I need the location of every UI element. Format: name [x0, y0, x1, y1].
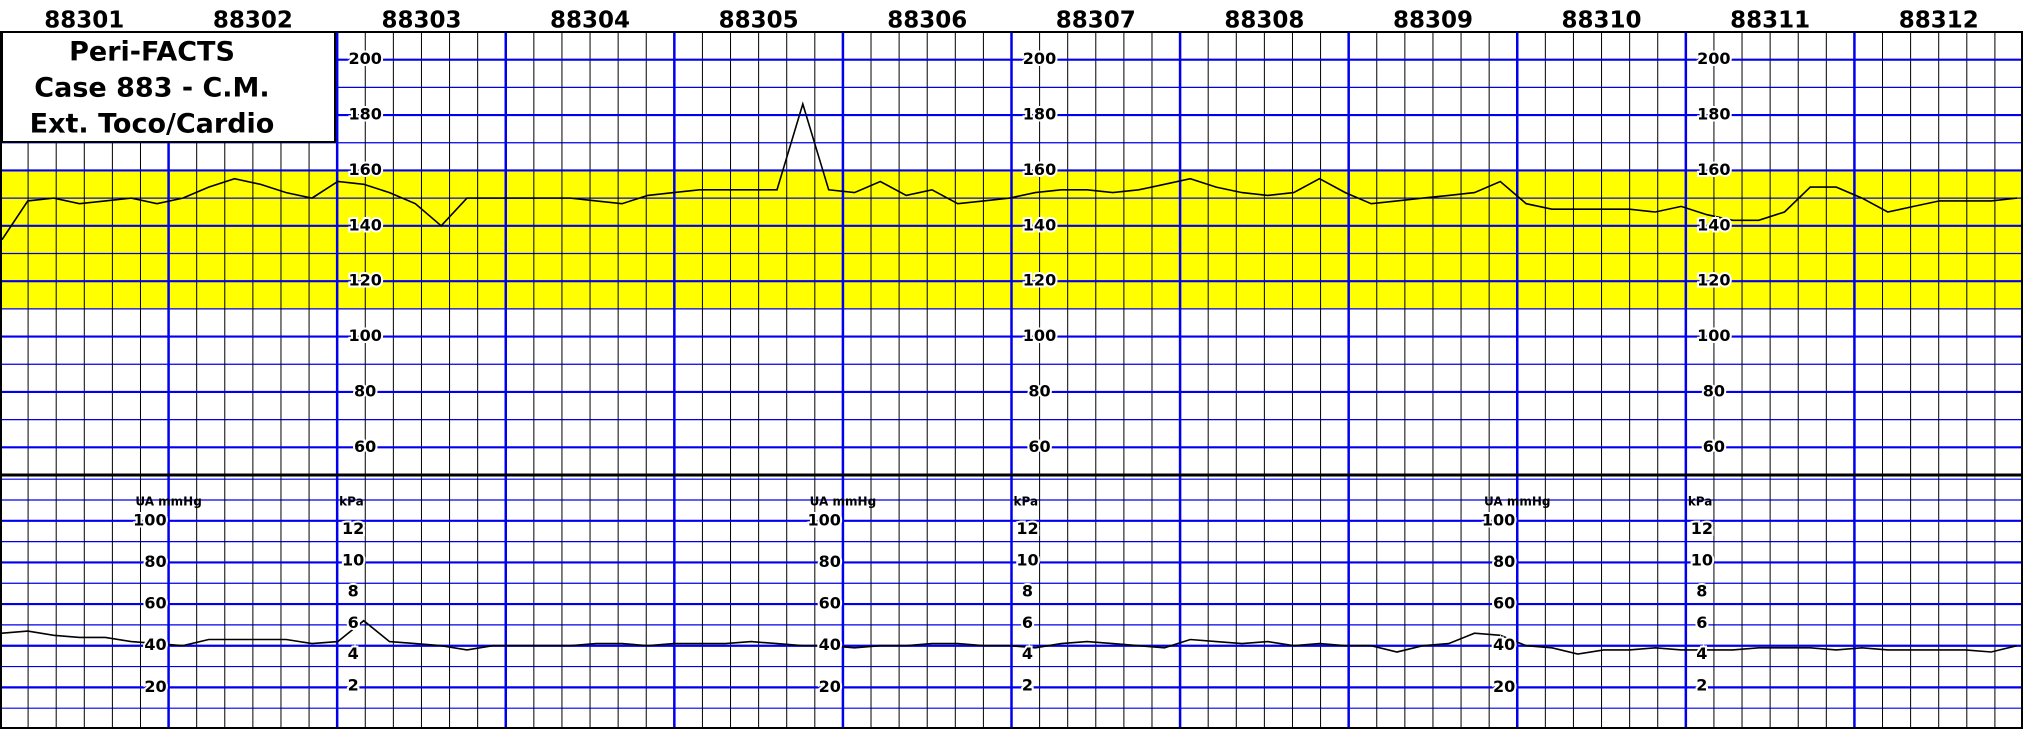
- y-tick-label: 40: [144, 635, 166, 654]
- y2-tick-label: 10: [1016, 550, 1038, 569]
- y2-tick-label: 8: [1022, 582, 1033, 601]
- y-tick-label: 200: [1023, 49, 1056, 68]
- page-number: 88303: [381, 8, 461, 34]
- title-line: Peri-FACTS: [69, 37, 235, 68]
- trace: [1, 101, 2018, 241]
- axis-label: UA mmHg: [135, 495, 201, 509]
- axis-label: UA mmHg: [1484, 495, 1550, 509]
- y-tick-label: 140: [1023, 215, 1056, 234]
- y2-tick-label: 12: [1016, 519, 1038, 538]
- y-tick-label: 80: [819, 552, 841, 571]
- trace: [1, 619, 2018, 655]
- y-tick-label: 20: [819, 677, 841, 696]
- y2-tick-label: 4: [1696, 644, 1707, 663]
- page-number: 88302: [213, 8, 293, 34]
- y2-tick-label: 10: [1691, 550, 1713, 569]
- title-line: Ext. Toco/Cardio: [30, 109, 275, 140]
- y-tick-label: 140: [348, 215, 381, 234]
- page-number: 88307: [1056, 8, 1136, 34]
- y-tick-label: 20: [1493, 677, 1515, 696]
- page-number: 88306: [887, 8, 967, 34]
- y2-tick-label: 4: [348, 644, 359, 663]
- title-box: [1, 31, 336, 143]
- page-number: 88312: [1899, 8, 1979, 34]
- y2-tick-label: 12: [1691, 519, 1713, 538]
- page-number: 88305: [719, 8, 799, 34]
- y-tick-label: 60: [144, 594, 166, 613]
- y2-tick-label: 6: [348, 613, 359, 632]
- y-tick-label: 100: [808, 510, 841, 529]
- frame: [0, 31, 2023, 729]
- axis-label: kPa: [339, 495, 364, 509]
- y2-tick-label: 8: [1696, 582, 1707, 601]
- y-tick-label: 180: [348, 105, 381, 124]
- y-tick-label: 100: [1482, 510, 1515, 529]
- y-tick-label: 60: [354, 437, 376, 456]
- y2-tick-label: 6: [1022, 613, 1033, 632]
- y-tick-label: 60: [1703, 437, 1725, 456]
- y-tick-label: 120: [1697, 271, 1730, 290]
- y-tick-label: 60: [1028, 437, 1050, 456]
- y-tick-label: 80: [1493, 552, 1515, 571]
- y2-tick-label: 12: [342, 519, 364, 538]
- y-tick-label: 80: [1028, 381, 1050, 400]
- y-tick-label: 100: [1023, 326, 1056, 345]
- y-tick-label: 120: [348, 271, 381, 290]
- page-number: 88308: [1224, 8, 1304, 34]
- y2-tick-label: 2: [348, 675, 359, 694]
- y2-tick-label: 8: [348, 582, 359, 601]
- y-tick-label: 100: [348, 326, 381, 345]
- y2-tick-label: 6: [1696, 613, 1707, 632]
- page-number: 88304: [550, 8, 630, 34]
- title-line: Case 883 - C.M.: [34, 73, 269, 104]
- y-tick-label: 160: [1023, 160, 1056, 179]
- y-tick-label: 140: [1697, 215, 1730, 234]
- header-bg: [0, 0, 2023, 30]
- y-tick-label: 20: [144, 677, 166, 696]
- axis-label: kPa: [1014, 495, 1039, 509]
- y2-tick-label: 2: [1022, 675, 1033, 694]
- axis-label: kPa: [1688, 495, 1713, 509]
- page-number: 88310: [1562, 8, 1642, 34]
- y-tick-label: 120: [1023, 271, 1056, 290]
- y-tick-label: 40: [1493, 635, 1515, 654]
- y-tick-label: 160: [1697, 160, 1730, 179]
- y2-tick-label: 2: [1696, 675, 1707, 694]
- y-tick-label: 200: [348, 49, 381, 68]
- y-tick-label: 180: [1697, 105, 1730, 124]
- y2-tick-label: 4: [1022, 644, 1033, 663]
- y-tick-label: 180: [1023, 105, 1056, 124]
- y-tick-label: 60: [819, 594, 841, 613]
- y-tick-label: 80: [354, 381, 376, 400]
- page-number: 88309: [1393, 8, 1473, 34]
- page-number: 88301: [44, 8, 124, 34]
- y-tick-label: 80: [144, 552, 166, 571]
- y2-tick-label: 10: [342, 550, 364, 569]
- page-number: 88311: [1730, 8, 1810, 34]
- y-tick-label: 100: [1697, 326, 1730, 345]
- y-tick-label: 60: [1493, 594, 1515, 613]
- y-tick-label: 80: [1703, 381, 1725, 400]
- y-tick-label: 200: [1697, 49, 1730, 68]
- axis-label: UA mmHg: [810, 495, 876, 509]
- y-tick-label: 100: [133, 510, 166, 529]
- y-tick-label: 160: [348, 160, 381, 179]
- y-tick-label: 40: [819, 635, 841, 654]
